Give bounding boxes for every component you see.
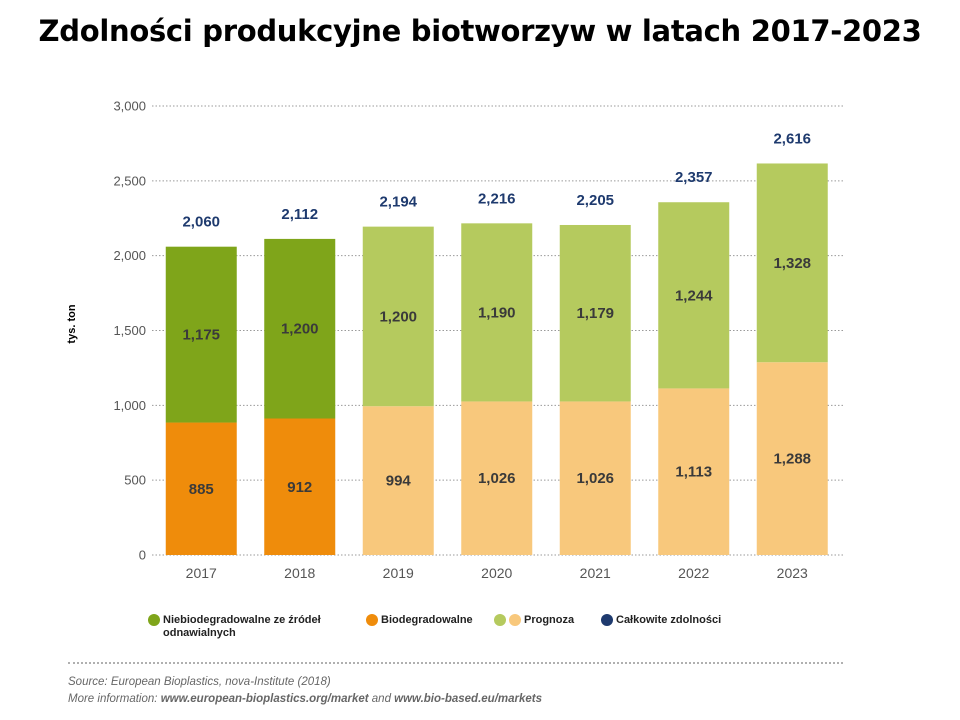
link-bio-based[interactable]: www.bio-based.eu/markets [394,693,543,705]
legend-item-total: Całkowite zdolności [601,614,721,627]
more-info-and: and [368,693,395,705]
data-label-nonbiodegradable: 1,200 [379,308,417,325]
bar-nonbiodegradable-2017 [165,246,237,423]
y-axis-ticks: 0 500 1,000 1,500 2,000 2,500 3,000 [113,99,146,563]
data-label-nonbiodegradable: 1,200 [281,321,319,338]
data-label-nonbiodegradable: 1,179 [576,305,614,322]
data-label-biodegradable: 1,288 [773,451,811,468]
legend-swatch-bio [366,614,378,626]
legend-label-nonbio-line2: odnawialnych [163,627,236,639]
legend-item-bio: Biodegradowalne [366,614,473,627]
y-tick-label: 500 [124,473,146,488]
data-label-total: 2,112 [281,206,318,223]
data-label-nonbiodegradable: 1,328 [773,255,811,272]
data-label-total: 2,205 [576,192,614,209]
x-tick-label: 2019 [383,565,414,581]
x-tick-label: 2020 [481,565,512,581]
y-tick-label: 3,000 [113,99,146,114]
legend-swatch-total [601,614,613,626]
legend-swatch-forecast-green [494,614,506,626]
data-label-total: 2,194 [379,194,417,211]
more-info-line: More information: www.european-bioplasti… [68,691,542,708]
x-axis-ticks: 2017 2018 2019 2020 2021 2022 2023 [186,565,808,581]
bar-biodegradable-2019 [362,406,434,555]
legend-swatch-nonbio [148,614,160,626]
y-tick-label: 2,500 [113,173,146,188]
x-tick-label: 2018 [284,565,315,581]
bar-biodegradable-2020 [461,401,533,555]
data-label-total: 2,616 [773,130,811,147]
bar-biodegradable-2021 [559,401,631,555]
bars [165,163,828,555]
source-note: Source: European Bioplastics, nova-Insti… [68,674,542,708]
data-label-total: 2,357 [675,169,713,186]
legend-label-forecast: Prognoza [524,614,575,626]
y-tick-label: 1,500 [113,323,146,338]
legend-item-forecast: Prognoza [494,614,574,627]
bar-biodegradable-2023 [756,362,828,555]
y-tick-label: 2,000 [113,248,146,263]
data-label-total: 2,216 [478,190,516,207]
bar-biodegradable-2018 [264,418,336,555]
y-axis-label: tys. ton [66,304,78,344]
source-line: Source: European Bioplastics, nova-Insti… [68,676,331,688]
x-tick-label: 2021 [580,565,611,581]
more-info-prefix: More information: [68,693,161,705]
bar-biodegradable-2017 [165,422,237,555]
legend-label-nonbio: Niebiodegradowalne ze źródeł [163,614,321,626]
y-tick-label: 0 [139,548,146,563]
data-label-biodegradable: 885 [189,481,214,498]
bar-nonbiodegradable-2020 [461,223,533,402]
y-tick-label: 1,000 [113,398,146,413]
bar-nonbiodegradable-2019 [362,226,434,407]
data-label-nonbiodegradable: 1,190 [478,304,516,321]
data-label-biodegradable: 912 [287,479,312,496]
data-label-biodegradable: 994 [386,473,412,490]
data-label-nonbiodegradable: 1,175 [182,327,220,344]
data-label-biodegradable: 1,026 [576,470,614,487]
bar-chart: 0 500 1,000 1,500 2,000 2,500 3,000 885 1,175 2,… [113,99,843,581]
data-label-total: 2,060 [182,214,220,231]
x-tick-label: 2022 [678,565,709,581]
data-label-biodegradable: 1,113 [675,464,712,481]
x-tick-label: 2023 [777,565,808,581]
bar-nonbiodegradable-2023 [756,163,828,363]
data-label-biodegradable: 1,026 [478,470,516,487]
bar-nonbiodegradable-2022 [658,202,730,389]
data-label-nonbiodegradable: 1,244 [675,287,713,304]
legend-label-bio: Biodegradowalne [381,614,473,626]
bar-nonbiodegradable-2018 [264,238,336,419]
bar-labels: 885 1,175 2,060 912 1,200 2,112 994 1,200 2,194 1… [182,130,811,497]
x-tick-label: 2017 [186,565,217,581]
legend-item-nonbio: Niebiodegradowalne ze źródeł odnawialnyc… [148,614,321,640]
legend-label-total: Całkowite zdolności [616,614,722,626]
footer-divider [68,662,843,664]
bar-nonbiodegradable-2021 [559,224,631,402]
bar-biodegradable-2022 [658,388,730,555]
legend-swatch-forecast-orange [509,614,521,626]
page-title: Zdolności produkcyjne biotworzyw w latac… [38,14,922,48]
link-european-bioplastics[interactable]: www.european-bioplastics.org/market [160,693,369,705]
